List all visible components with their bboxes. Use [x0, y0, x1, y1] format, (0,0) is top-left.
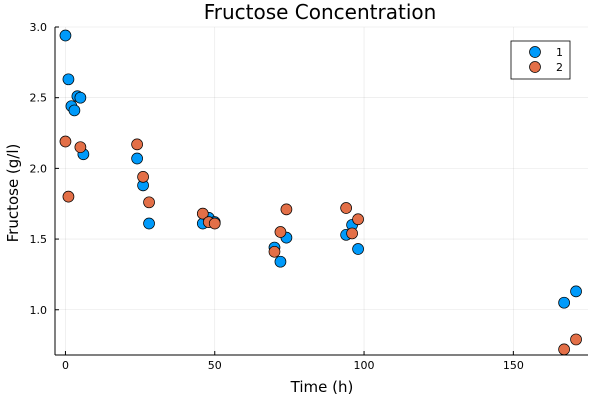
- series-2-point: [208, 217, 221, 230]
- chart-title: Fructose Concentration: [204, 0, 437, 24]
- series-2-point: [74, 141, 87, 154]
- series-1-point: [74, 91, 87, 104]
- legend-box: [510, 40, 571, 80]
- series-1-point: [352, 243, 364, 255]
- series-2-point: [143, 196, 155, 209]
- y-tick-label: 1.0: [30, 304, 48, 317]
- x-tick-label: 50: [208, 359, 222, 372]
- series-2-point: [137, 171, 149, 183]
- x-tick-label: 0: [62, 359, 69, 372]
- series-2-point: [346, 227, 358, 240]
- data-points: [59, 29, 582, 356]
- series-1-point: [62, 73, 75, 86]
- series-2-point: [340, 202, 352, 214]
- legend-marker: [529, 46, 541, 58]
- series-1-point: [274, 255, 287, 268]
- legend-label: 2: [556, 61, 563, 74]
- series-1: [59, 29, 582, 309]
- series-2-point: [59, 135, 72, 148]
- legend: 12: [510, 40, 571, 80]
- series-2: [59, 135, 582, 356]
- y-axis-ticks: 1.0 1.5 2.0 2.5 3.0: [30, 21, 59, 317]
- y-axis-label: Fructose (g/l): [4, 144, 22, 243]
- series-2-point: [196, 207, 209, 220]
- series-2-point: [352, 213, 364, 226]
- grid: [55, 26, 588, 355]
- series-1-point: [558, 296, 570, 309]
- y-tick-label: 3.0: [30, 21, 48, 34]
- series-1-point: [59, 29, 72, 42]
- x-axis-ticks: 0 50 100 150: [62, 351, 524, 372]
- y-tick-label: 2.0: [30, 162, 48, 175]
- y-tick-label: 1.5: [30, 233, 48, 246]
- series-1-point: [570, 285, 582, 298]
- series-2-point: [131, 138, 143, 151]
- series-2-point: [558, 343, 570, 356]
- x-tick-label: 100: [354, 359, 375, 372]
- series-2-point: [268, 245, 281, 258]
- series-1-point: [131, 152, 143, 165]
- legend-marker: [529, 61, 541, 73]
- x-tick-label: 150: [503, 359, 524, 372]
- x-axis-label: Time (h): [290, 378, 354, 396]
- y-tick-label: 2.5: [30, 92, 48, 105]
- series-1-point: [68, 104, 81, 117]
- series-2-point: [62, 190, 75, 203]
- series-1-point: [143, 217, 155, 230]
- series-2-point: [280, 203, 293, 216]
- axes: [54, 27, 588, 356]
- series-2-point: [570, 333, 582, 346]
- series-2-point: [274, 226, 287, 238]
- legend-label: 1: [556, 46, 563, 59]
